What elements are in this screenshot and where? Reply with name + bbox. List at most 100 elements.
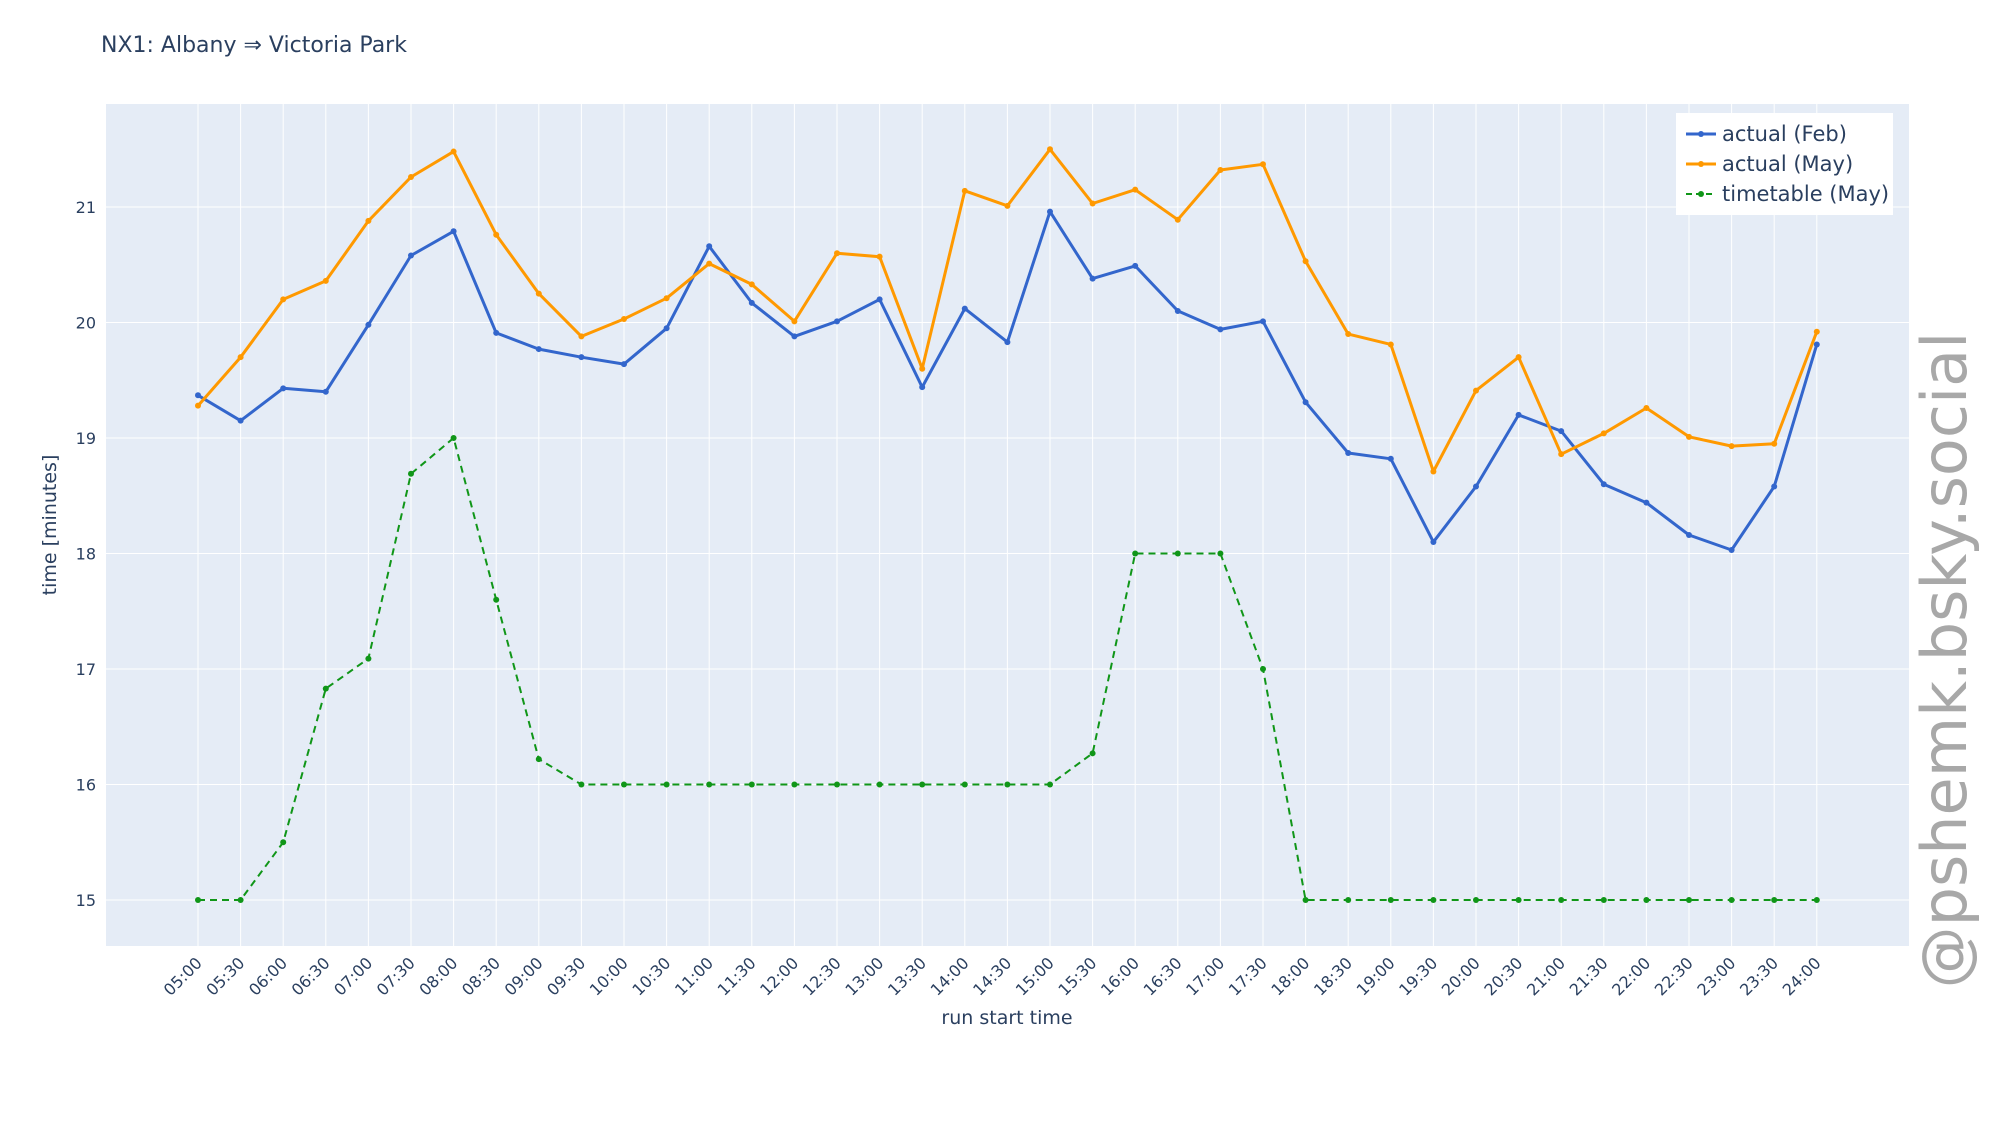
data-point[interactable] <box>493 596 500 603</box>
legend-item[interactable]: timetable (May) <box>1686 182 1889 206</box>
data-point[interactable] <box>706 243 713 250</box>
data-point[interactable] <box>1089 275 1096 282</box>
data-point[interactable] <box>791 333 798 340</box>
data-point[interactable] <box>621 361 627 368</box>
data-point[interactable] <box>876 253 883 260</box>
data-point[interactable] <box>365 321 372 328</box>
data-point[interactable] <box>535 290 542 297</box>
data-point[interactable] <box>280 839 287 846</box>
data-point[interactable] <box>1089 750 1096 757</box>
data-point[interactable] <box>408 470 414 477</box>
data-point[interactable] <box>919 384 926 391</box>
data-point[interactable] <box>493 329 500 336</box>
data-point[interactable] <box>1728 443 1735 450</box>
data-point[interactable] <box>1515 411 1522 418</box>
data-point[interactable] <box>1047 781 1053 788</box>
data-point[interactable] <box>1004 781 1011 788</box>
data-point[interactable] <box>322 685 329 692</box>
data-point[interactable] <box>1473 483 1479 490</box>
data-point[interactable] <box>1345 331 1352 338</box>
data-point[interactable] <box>237 354 244 361</box>
data-point[interactable] <box>1728 547 1735 554</box>
data-point[interactable] <box>1558 451 1565 458</box>
data-point[interactable] <box>1217 326 1224 333</box>
data-point[interactable] <box>1600 481 1607 488</box>
data-point[interactable] <box>1047 146 1053 153</box>
data-point[interactable] <box>1217 167 1224 174</box>
data-point[interactable] <box>791 781 798 788</box>
data-point[interactable] <box>1387 341 1394 348</box>
data-point[interactable] <box>1771 440 1778 447</box>
data-point[interactable] <box>1132 550 1139 557</box>
data-point[interactable] <box>1302 258 1309 265</box>
data-point[interactable] <box>621 316 627 323</box>
data-point[interactable] <box>237 897 244 903</box>
data-point[interactable] <box>1728 897 1735 903</box>
data-point[interactable] <box>1771 897 1778 903</box>
data-point[interactable] <box>1132 262 1139 269</box>
data-point[interactable] <box>748 781 755 788</box>
data-point[interactable] <box>493 231 500 238</box>
data-point[interactable] <box>663 295 670 302</box>
legend-item[interactable]: actual (Feb) <box>1686 122 1847 146</box>
data-point[interactable] <box>706 781 713 788</box>
data-point[interactable] <box>876 296 883 303</box>
data-point[interactable] <box>621 781 627 788</box>
legend[interactable]: actual (Feb) actual (May) timetable (May) <box>1676 113 1893 215</box>
data-point[interactable] <box>195 402 201 409</box>
data-point[interactable] <box>1004 339 1011 346</box>
data-point[interactable] <box>450 148 457 155</box>
data-point[interactable] <box>961 781 968 788</box>
data-point[interactable] <box>280 385 287 392</box>
data-point[interactable] <box>748 281 755 288</box>
data-point[interactable] <box>578 781 585 788</box>
data-point[interactable] <box>1558 897 1565 903</box>
data-point[interactable] <box>1260 161 1266 168</box>
data-point[interactable] <box>834 781 840 788</box>
data-point[interactable] <box>834 318 840 325</box>
data-point[interactable] <box>834 250 840 257</box>
data-point[interactable] <box>1473 897 1479 903</box>
data-point[interactable] <box>365 217 372 224</box>
data-point[interactable] <box>663 325 670 332</box>
data-point[interactable] <box>748 299 755 306</box>
data-point[interactable] <box>195 392 201 399</box>
data-point[interactable] <box>1813 897 1820 903</box>
data-point[interactable] <box>280 296 287 303</box>
data-point[interactable] <box>1260 318 1266 325</box>
data-point[interactable] <box>237 417 244 424</box>
data-point[interactable] <box>322 388 329 395</box>
data-point[interactable] <box>1430 897 1437 903</box>
data-point[interactable] <box>1643 897 1650 903</box>
data-point[interactable] <box>578 333 585 340</box>
data-point[interactable] <box>1345 450 1352 457</box>
data-point[interactable] <box>1813 328 1820 335</box>
data-point[interactable] <box>450 228 457 235</box>
data-point[interactable] <box>1600 897 1607 903</box>
data-point[interactable] <box>1643 499 1650 506</box>
data-point[interactable] <box>1004 202 1011 209</box>
data-point[interactable] <box>535 756 542 763</box>
data-point[interactable] <box>535 346 542 353</box>
data-point[interactable] <box>408 252 414 259</box>
data-point[interactable] <box>1643 404 1650 411</box>
data-point[interactable] <box>1047 208 1053 215</box>
data-point[interactable] <box>1473 387 1479 394</box>
data-point[interactable] <box>1174 307 1181 314</box>
data-point[interactable] <box>706 260 713 267</box>
data-point[interactable] <box>450 435 457 441</box>
data-point[interactable] <box>1430 468 1437 475</box>
data-point[interactable] <box>1174 550 1181 557</box>
data-point[interactable] <box>1515 897 1522 903</box>
data-point[interactable] <box>791 318 798 325</box>
data-point[interactable] <box>365 655 372 662</box>
data-point[interactable] <box>1686 897 1692 903</box>
data-point[interactable] <box>322 277 329 284</box>
data-point[interactable] <box>1387 455 1394 462</box>
data-point[interactable] <box>1515 354 1522 361</box>
data-point[interactable] <box>1217 550 1224 557</box>
data-point[interactable] <box>961 305 968 312</box>
data-point[interactable] <box>1260 666 1266 672</box>
data-point[interactable] <box>919 365 926 372</box>
data-point[interactable] <box>408 173 414 180</box>
